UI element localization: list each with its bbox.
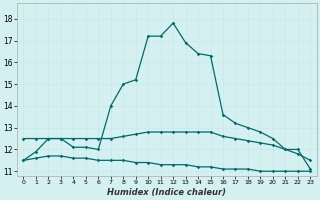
- X-axis label: Humidex (Indice chaleur): Humidex (Indice chaleur): [108, 188, 226, 197]
